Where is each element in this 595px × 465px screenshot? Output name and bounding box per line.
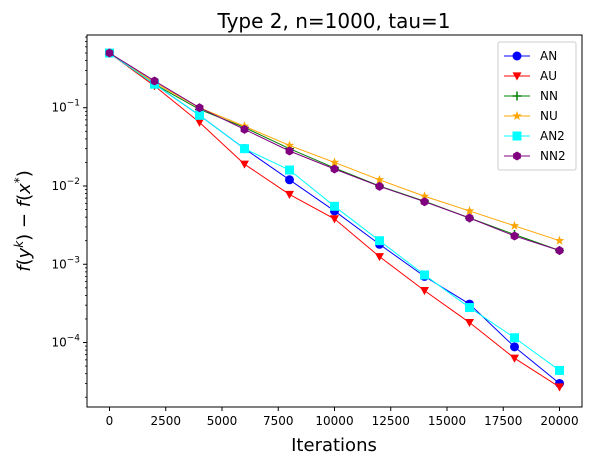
data-point <box>195 110 204 120</box>
data-point <box>375 253 384 262</box>
x-tick-label: 17500 <box>484 414 522 428</box>
y-axis-ticks: 10−4 10−3 10−2 10−1 <box>51 36 87 398</box>
data-point <box>555 383 564 392</box>
series-nn2 <box>105 48 564 255</box>
data-point <box>465 303 474 313</box>
data-point <box>554 235 565 245</box>
legend-item: AN <box>504 49 557 63</box>
y-tick-label: 10−1 <box>51 99 80 115</box>
data-point <box>555 245 564 255</box>
data-point <box>285 175 294 185</box>
data-point <box>512 51 522 61</box>
data-point <box>510 354 519 363</box>
x-axis-ticks: 0 2500 5000 7500 10000 12500 15000 17500 20000 <box>106 407 579 428</box>
data-point <box>285 190 294 199</box>
x-tick-label: 2500 <box>150 414 181 428</box>
data-point <box>150 76 159 86</box>
data-point <box>284 140 295 150</box>
data-point <box>512 72 522 81</box>
data-point <box>330 164 339 174</box>
y-tick-label: 10−2 <box>51 177 80 193</box>
data-point <box>329 157 340 167</box>
data-point <box>464 205 475 215</box>
x-tick-label: 15000 <box>428 414 466 428</box>
series-nn <box>105 48 564 255</box>
data-point <box>512 91 522 101</box>
data-point <box>285 165 294 175</box>
series-au <box>105 49 564 392</box>
data-point <box>510 231 519 241</box>
legend-item: AN2 <box>504 129 565 143</box>
x-tick-label: 0 <box>106 414 114 428</box>
series-layer <box>104 48 565 392</box>
data-point <box>240 160 249 169</box>
data-point <box>285 146 294 156</box>
data-point <box>510 333 519 343</box>
data-point <box>240 124 249 134</box>
legend-item: NN <box>504 89 558 103</box>
y-axis-label: f(yk) − f(x*) <box>12 170 35 272</box>
data-point <box>420 270 429 280</box>
data-point <box>555 365 564 375</box>
x-tick-label: 12500 <box>372 414 410 428</box>
x-tick-label: 5000 <box>207 414 238 428</box>
data-point <box>465 213 474 223</box>
data-point <box>465 318 474 328</box>
x-axis-label: Iterations <box>291 435 377 456</box>
data-point <box>330 215 339 224</box>
y-tick-label: 10−3 <box>51 255 80 271</box>
chart-title: Type 2, n=1000, tau=1 <box>216 9 450 33</box>
legend-label: AN <box>540 49 557 63</box>
x-tick-label: 10000 <box>315 414 353 428</box>
data-point <box>195 103 204 113</box>
data-point <box>419 191 430 201</box>
data-point <box>420 197 429 207</box>
x-tick-label: 7500 <box>263 414 294 428</box>
legend-item: AU <box>504 69 557 83</box>
data-point <box>512 131 522 141</box>
data-point <box>195 118 204 127</box>
legend-label: NU <box>540 109 558 123</box>
legend-item: NU <box>504 109 558 123</box>
data-point <box>509 220 520 230</box>
data-point <box>330 201 339 211</box>
data-point <box>375 236 384 246</box>
legend-label: AN2 <box>540 129 565 143</box>
legend-label: NN2 <box>540 149 566 163</box>
data-point <box>374 174 385 184</box>
data-point <box>240 144 249 154</box>
data-point <box>105 48 114 58</box>
y-tick-label: 10−4 <box>51 334 80 350</box>
legend-label: AU <box>540 69 557 83</box>
data-point <box>510 342 519 352</box>
legend-label: NN <box>540 89 558 103</box>
data-point <box>512 111 522 120</box>
data-point <box>375 181 384 191</box>
data-point <box>420 287 429 296</box>
data-point <box>513 151 521 161</box>
legend: AN AU NN NU AN2 NN2 <box>497 41 577 171</box>
x-tick-label: 20000 <box>540 414 578 428</box>
legend-item: NN2 <box>504 149 566 163</box>
